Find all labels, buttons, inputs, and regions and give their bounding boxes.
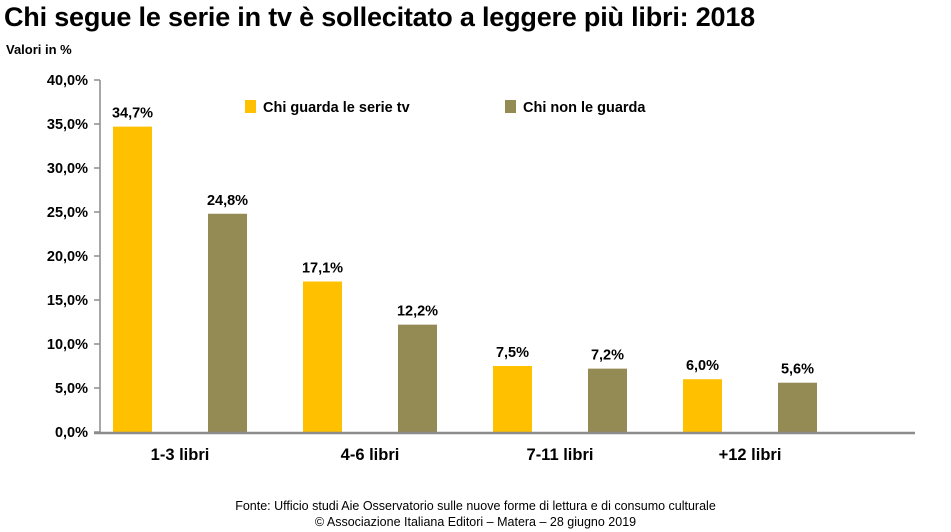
legend-swatch-2 <box>505 100 516 113</box>
bar-serie-tv-4 <box>683 379 722 432</box>
data-label: 12,2% <box>397 304 438 320</box>
bar-non-guarda-2 <box>398 324 437 432</box>
bar-chart: 0,0% 5,0% 10,0% 15,0% 20,0% 25,0% 30,0% 35,0% 40… <box>47 73 915 464</box>
x-category-label: 1-3 libri <box>151 446 210 464</box>
data-label: 5,6% <box>781 362 814 378</box>
y-axis-unit-label: Valori in % <box>6 42 72 57</box>
y-tick-label: 15,0% <box>47 293 88 309</box>
bar-non-guarda-1 <box>208 213 247 432</box>
x-category-label: +12 libri <box>719 446 782 464</box>
data-label: 34,7% <box>112 106 153 122</box>
x-category-label: 7-11 libri <box>527 446 594 464</box>
y-tick-label: 20,0% <box>47 249 88 265</box>
bar-serie-tv-3 <box>493 366 532 432</box>
legend-label-2: Chi non le guarda <box>523 100 646 116</box>
data-label: 7,5% <box>496 345 529 361</box>
bar-serie-tv-2 <box>303 281 342 432</box>
data-label: 24,8% <box>207 193 248 209</box>
bar-serie-tv-1 <box>113 126 152 432</box>
chart-title: Chi segue le serie in tv è sollecitato a… <box>4 2 755 32</box>
source-note: Fonte: Ufficio studi Aie Osservatorio su… <box>235 499 716 513</box>
data-label: 17,1% <box>302 261 343 277</box>
bar-non-guarda-4 <box>778 382 817 432</box>
y-tick-label: 10,0% <box>47 337 88 353</box>
data-label: 6,0% <box>686 358 719 374</box>
x-category-label: 4-6 libri <box>341 446 400 464</box>
legend-swatch-1 <box>245 100 256 113</box>
y-tick-label: 30,0% <box>47 161 88 177</box>
copyright-note: © Associazione Italiana Editori – Matera… <box>314 515 637 529</box>
y-tick-label: 25,0% <box>47 205 88 221</box>
legend-label-1: Chi guarda le serie tv <box>263 100 410 116</box>
y-tick-label: 0,0% <box>55 425 88 441</box>
y-tick-label: 5,0% <box>55 381 88 397</box>
y-tick-label: 35,0% <box>47 117 88 133</box>
bar-non-guarda-3 <box>588 368 627 432</box>
data-label: 7,2% <box>591 348 624 364</box>
y-tick-label: 40,0% <box>47 73 88 89</box>
